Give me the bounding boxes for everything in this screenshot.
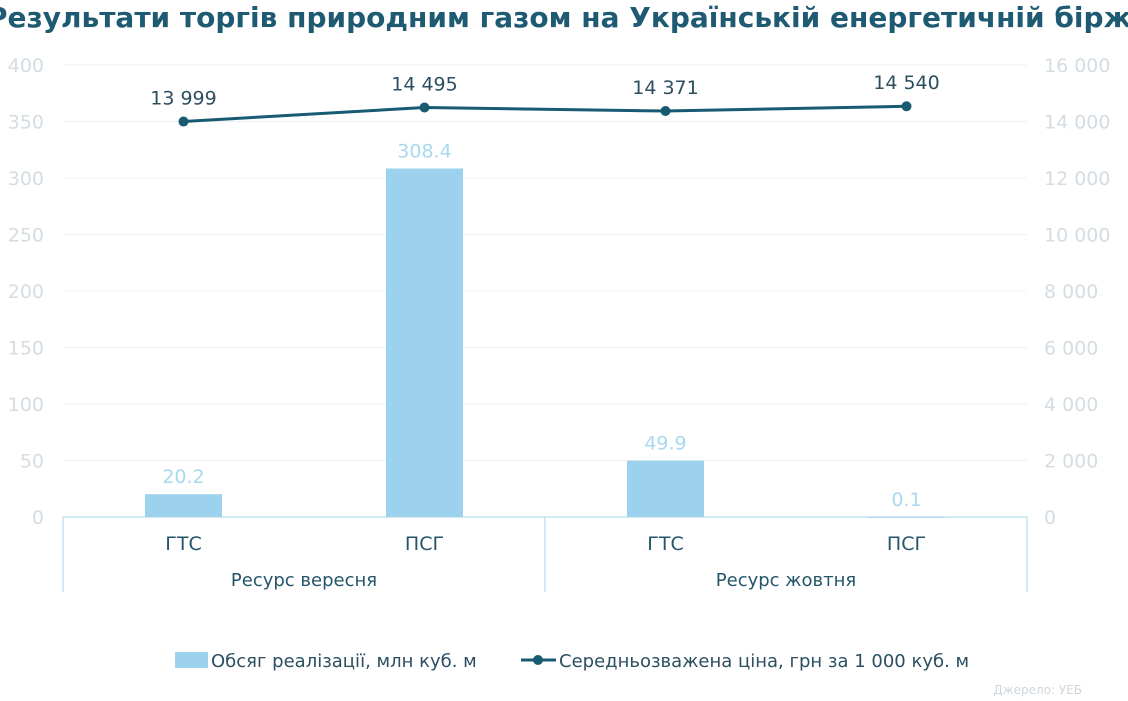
line-series: 13 999 14 495 14 371 14 540	[150, 72, 940, 127]
legend: Обсяг реалізації, млн куб. м Середньозваж…	[175, 651, 969, 672]
source-note: Джерело: УЕБ	[993, 683, 1082, 697]
legend-label-bar: Обсяг реалізації, млн куб. м	[211, 651, 477, 672]
y-right-tick-label: 6 000	[1044, 338, 1098, 360]
chart-title: Результати торгів природним газом на Укр…	[0, 1, 1128, 34]
y-left-tick-label: 350	[8, 112, 44, 134]
y-left-tick-label: 200	[8, 281, 44, 303]
bar	[627, 460, 704, 517]
y-axis-left: 0 50 100 150 200 250 300 350 400	[8, 55, 44, 529]
price-line	[183, 104, 907, 124]
legend-label-line: Середньозважена ціна, грн за 1 000 куб. …	[559, 651, 969, 672]
legend-swatch-bar	[175, 652, 208, 668]
y-right-tick-label: 0	[1044, 507, 1056, 529]
x-group-label: Ресурс вересня	[231, 570, 377, 591]
x-category-label: ГТС	[165, 533, 201, 555]
y-right-tick-label: 2 000	[1044, 451, 1098, 473]
line-point	[660, 106, 671, 117]
x-category-label: ГТС	[647, 533, 683, 555]
line-data-label: 13 999	[150, 88, 216, 110]
line-point	[901, 101, 912, 112]
bar	[145, 494, 222, 517]
bar-data-label: 49.9	[644, 433, 686, 455]
x-category-label: ПСГ	[405, 533, 444, 555]
x-group-label: Ресурс жовтня	[716, 570, 856, 591]
y-right-tick-label: 12 000	[1044, 168, 1110, 190]
y-right-tick-label: 10 000	[1044, 225, 1110, 247]
y-left-tick-label: 300	[8, 168, 44, 190]
y-left-tick-label: 50	[20, 451, 44, 473]
y-left-tick-label: 100	[8, 394, 44, 416]
y-right-tick-label: 8 000	[1044, 281, 1098, 303]
y-right-tick-label: 4 000	[1044, 394, 1098, 416]
y-left-tick-label: 400	[8, 55, 44, 77]
line-data-label: 14 495	[391, 74, 457, 96]
grid	[63, 64, 1027, 461]
bar-data-label: 308.4	[397, 141, 451, 163]
y-axis-right: 0 2 000 4 000 6 000 8 000 10 000 12 000 14 000 1…	[1044, 55, 1110, 529]
y-right-tick-label: 16 000	[1044, 55, 1110, 77]
line-point	[178, 116, 189, 127]
x-category-label: ПСГ	[887, 533, 926, 555]
y-left-tick-label: 250	[8, 225, 44, 247]
bar-data-label: 0.1	[891, 489, 921, 511]
legend-swatch-marker	[533, 655, 543, 665]
line-point	[419, 102, 430, 113]
bar-data-label: 20.2	[162, 466, 204, 488]
x-axis: ГТС ПСГ ГТС ПСГ Ресурс вересня Ресурс жовтня	[62, 516, 1028, 592]
bar-series: 20.2 308.4 49.9 0.1	[145, 141, 945, 518]
bar	[386, 168, 463, 517]
y-left-tick-label: 150	[8, 338, 44, 360]
y-right-tick-label: 14 000	[1044, 112, 1110, 134]
line-data-label: 14 371	[632, 77, 698, 99]
y-left-tick-label: 0	[32, 507, 44, 529]
line-data-label: 14 540	[873, 72, 939, 94]
